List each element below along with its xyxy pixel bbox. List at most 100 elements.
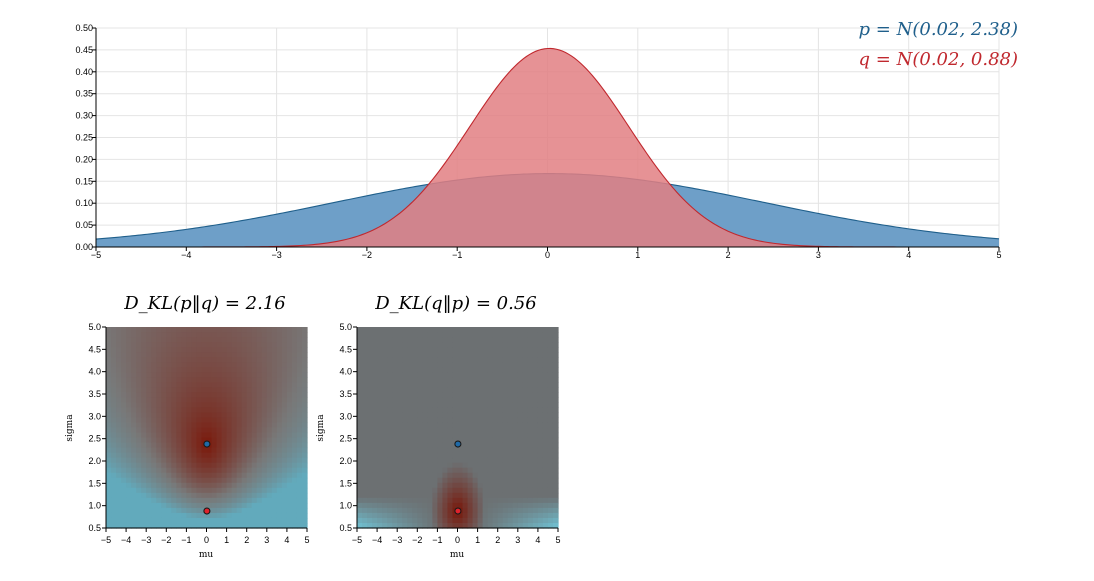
heatmap-cell — [372, 482, 378, 489]
heatmap-cell — [151, 342, 157, 348]
heatmap-cell — [417, 362, 423, 368]
heatmap-cell — [301, 472, 308, 479]
heatmap-cell — [502, 387, 509, 393]
heatmap-cell — [392, 467, 398, 474]
heatmap-cell — [472, 387, 479, 393]
heatmap-cell — [201, 342, 208, 348]
heatmap-cell — [181, 327, 188, 333]
heatmap-cell — [136, 522, 142, 529]
heatmap-cell — [296, 402, 303, 409]
heatmap-cell — [462, 507, 469, 514]
heatmap-cell — [412, 452, 418, 459]
heatmap-cell — [532, 477, 539, 484]
heatmap-cell — [191, 377, 198, 383]
heatmap-cell — [387, 462, 393, 469]
heatmap-cell — [497, 447, 504, 454]
heatmap-cell — [166, 492, 172, 499]
heatmap-cell — [482, 352, 489, 358]
heatmap-cell — [437, 372, 444, 378]
heatmap-cell — [462, 387, 469, 393]
heatmap-cell — [226, 402, 233, 409]
heatmap-cell — [211, 487, 218, 494]
heatmap-cell — [382, 347, 388, 353]
heatmap-cell — [362, 397, 368, 403]
heatmap-cell — [492, 367, 499, 373]
heatmap-cell — [111, 382, 117, 388]
heatmap-cell — [382, 377, 388, 383]
heatmap-cell — [241, 392, 248, 398]
heatmap-cell — [442, 412, 449, 419]
heatmap-cell — [146, 487, 152, 494]
heatmap-cell — [377, 372, 383, 378]
heatmap-cell — [477, 357, 484, 363]
heatmap-cell — [271, 337, 278, 343]
heatmap-cell — [151, 362, 157, 368]
heatmap-cell — [487, 437, 494, 444]
heatmap-cell — [286, 332, 293, 338]
heatmap-cell — [367, 327, 373, 333]
heatmap-cell — [206, 387, 213, 393]
heatmap-cell — [457, 387, 464, 393]
heatmap-cell — [106, 472, 112, 479]
heatmap-cell — [482, 372, 489, 378]
heatmap-cell — [171, 392, 177, 398]
heatmap-cell — [191, 412, 198, 419]
heatmap-cell — [291, 392, 298, 398]
heatmap-cell — [201, 437, 208, 444]
heatmap-cell — [216, 392, 223, 398]
heatmap-cell — [477, 387, 484, 393]
heatmap-cell — [256, 422, 263, 429]
heatmap-cell — [166, 357, 172, 363]
heatmap-cell — [497, 487, 504, 494]
heatmap-cell — [116, 497, 122, 504]
heatmap-cell — [457, 472, 464, 479]
heatmap-cell — [231, 427, 238, 434]
heatmap-cell — [452, 427, 459, 434]
heatmap-cell — [136, 392, 142, 398]
heatmap-cell — [256, 437, 263, 444]
heatmap-cell — [251, 442, 258, 449]
heatmap-cell — [542, 372, 549, 378]
heatmap-cell — [271, 437, 278, 444]
heatmap-cell — [537, 327, 544, 333]
heatmap-cell — [507, 327, 514, 333]
heatmap-cell — [527, 492, 534, 499]
heatmap-cell — [407, 372, 413, 378]
heatmap-cell — [281, 372, 288, 378]
heatmap-cell — [226, 397, 233, 403]
heatmap-cell — [377, 392, 383, 398]
heatmap-cell — [146, 412, 152, 419]
heatmap-cell — [116, 427, 122, 434]
heatmap-cell — [266, 342, 273, 348]
heatmap-cell — [216, 342, 223, 348]
heatmap-cell — [467, 357, 474, 363]
heatmap-cell — [246, 332, 253, 338]
heatmap-cell — [522, 457, 529, 464]
heatmap-cell — [547, 437, 554, 444]
heatmap-cell — [166, 427, 172, 434]
heatmap-cell — [552, 327, 559, 333]
heatmap-cell — [422, 387, 428, 393]
heatmap-cell — [251, 432, 258, 439]
heatmap-cell — [151, 447, 157, 454]
heatmap-cell — [241, 437, 248, 444]
heatmap-cell — [452, 487, 459, 494]
heatmap-cell — [141, 327, 147, 333]
heatmap-cell — [472, 377, 479, 383]
heatmap-cell — [161, 477, 167, 484]
heatmap-cell — [417, 347, 423, 353]
heatmap-cell — [256, 492, 263, 499]
heatmap-cell — [537, 382, 544, 388]
heatmap-cell — [126, 477, 132, 484]
heatmap-cell — [301, 507, 308, 514]
heatmap-cell — [392, 402, 398, 409]
heatmap-y-tick-label: 4.5 — [88, 344, 101, 354]
heatmap-cell — [357, 362, 363, 368]
heatmap-cell — [256, 482, 263, 489]
heatmap-cell — [191, 337, 198, 343]
heatmap-cell — [181, 522, 188, 529]
heatmap-cell — [502, 467, 509, 474]
heatmap-cell — [522, 482, 529, 489]
heatmap-cell — [467, 392, 474, 398]
kl-heatmap-q-p: D_KL(q‖p) = 0.56 mu sigma 0.51.01.52.02.… — [316, 293, 561, 560]
